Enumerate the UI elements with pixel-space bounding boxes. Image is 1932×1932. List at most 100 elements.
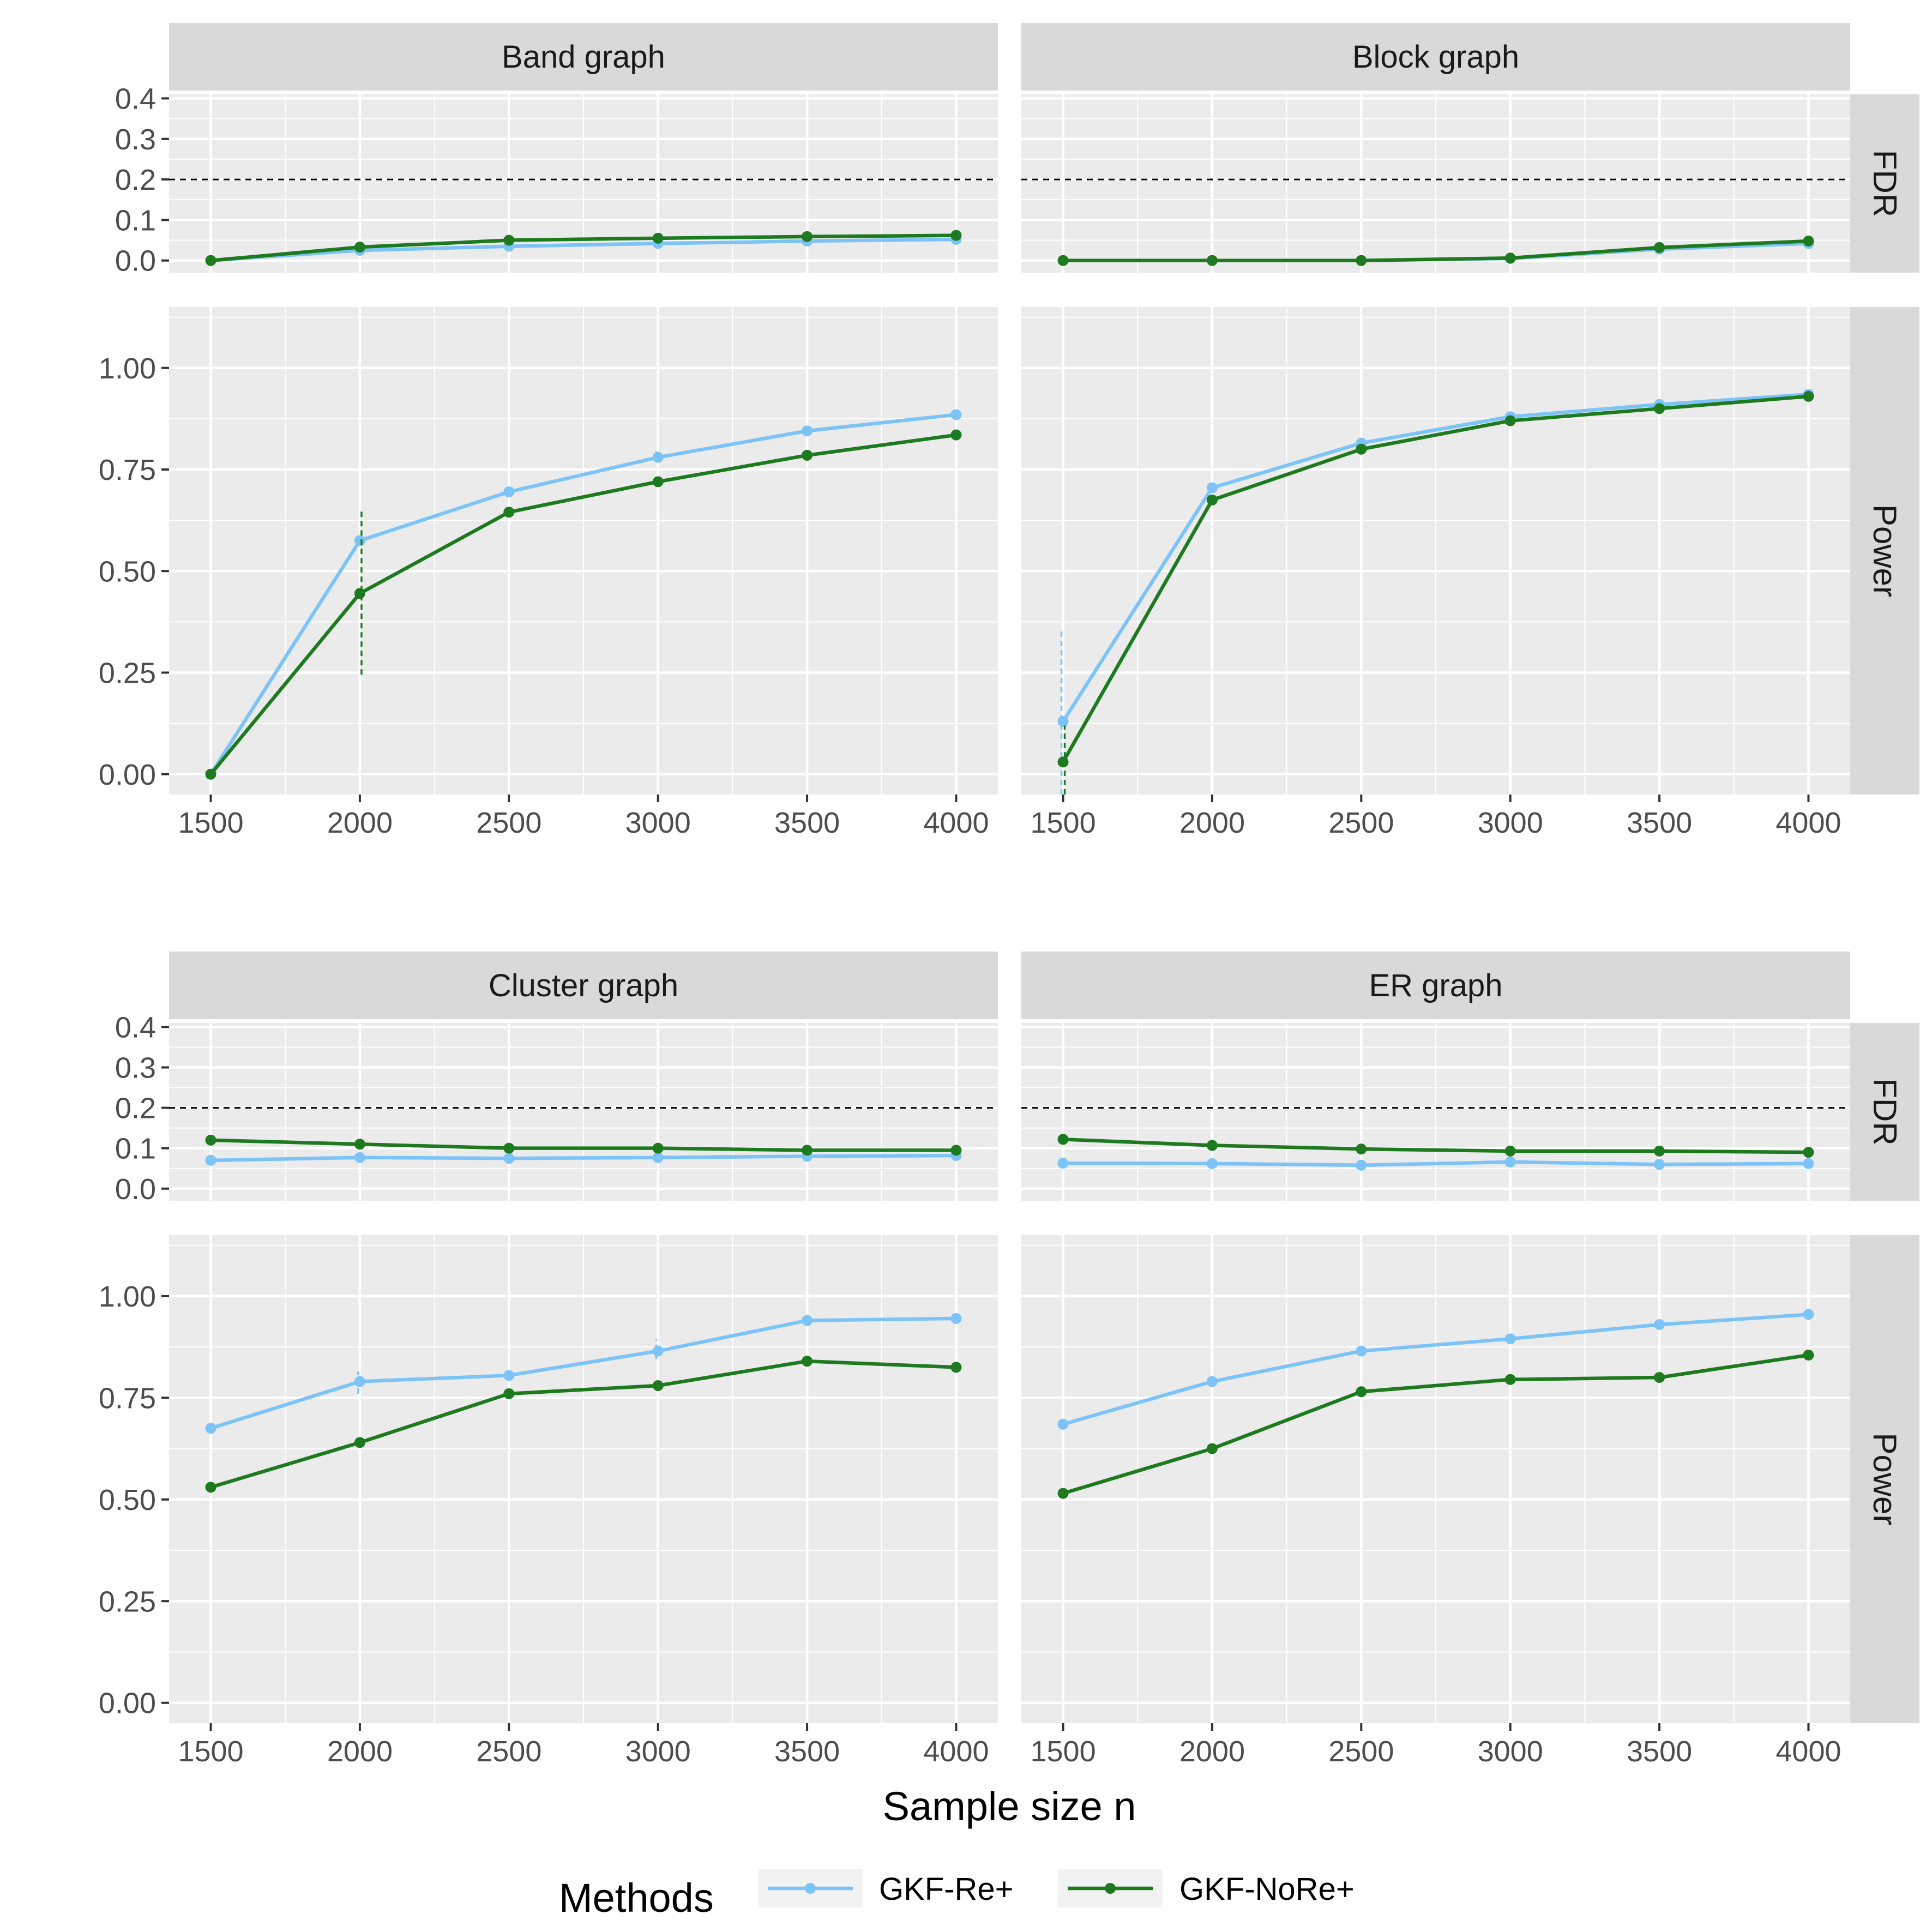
data-point-gkf-re xyxy=(1206,482,1218,493)
data-point-gkf-re xyxy=(503,1153,515,1164)
data-point-gkf-nore xyxy=(652,1142,664,1154)
data-point-gkf-re xyxy=(1057,1418,1069,1430)
fdr-subpanel: FDR xyxy=(1021,1023,1919,1201)
data-point-gkf-nore xyxy=(354,588,365,599)
panel-band-graph: Band graph 0.0 0.1 0.2 0.3 0.4 0.00 0.25 0.50 0.7… xyxy=(99,23,998,839)
series-line-gkf-nore xyxy=(1061,394,1809,763)
y-tick-label: 0.3 xyxy=(115,123,156,156)
data-point-gkf-re xyxy=(652,1152,664,1163)
data-point-gkf-re xyxy=(1356,1345,1367,1357)
y-tick-label: 0.3 xyxy=(115,1052,156,1085)
y-tick-label: 0.00 xyxy=(99,759,156,791)
data-point-gkf-nore xyxy=(354,1139,365,1150)
y-tick-label: 0.25 xyxy=(99,657,156,690)
x-tick-label: 2500 xyxy=(476,806,541,839)
x-tick-label: 3000 xyxy=(1478,1735,1543,1768)
data-point-gkf-re xyxy=(1654,1159,1665,1170)
data-point-gkf-re xyxy=(503,1370,515,1381)
y-tick-label: 0.50 xyxy=(99,555,156,588)
y-tick-label: 0.75 xyxy=(99,1382,156,1415)
data-point-gkf-nore xyxy=(1803,236,1814,247)
y-tick-label: 0.50 xyxy=(99,1484,156,1516)
series-line-gkf-nore xyxy=(210,233,956,262)
data-point-gkf-nore xyxy=(205,768,216,780)
data-point-gkf-re xyxy=(652,452,664,463)
y-tick-label: 0.1 xyxy=(115,204,156,237)
data-point-gkf-nore xyxy=(1057,255,1069,266)
data-point-gkf-re xyxy=(205,1154,216,1166)
x-tick-label: 1500 xyxy=(1030,1735,1096,1768)
x-tick-label: 2000 xyxy=(327,1735,393,1768)
y-tick-label: 0.75 xyxy=(99,454,156,486)
y-tick-label: 0.25 xyxy=(99,1585,156,1618)
row-strip-label: Power xyxy=(1867,1433,1903,1525)
data-point-gkf-nore xyxy=(1356,255,1367,266)
data-point-gkf-nore xyxy=(1654,1145,1665,1157)
data-point-gkf-nore xyxy=(950,429,962,441)
data-point-gkf-re xyxy=(950,409,962,420)
x-tick-label: 3000 xyxy=(625,1735,691,1768)
x-tick-label: 2000 xyxy=(1179,1735,1245,1768)
data-point-gkf-nore xyxy=(950,1145,962,1156)
y-tick-label: 0.4 xyxy=(115,1011,156,1044)
x-tick-label: 1500 xyxy=(178,806,243,839)
facet-strip xyxy=(169,23,998,91)
y-tick-label: 1.00 xyxy=(99,1280,156,1313)
x-tick-label: 3500 xyxy=(774,1735,840,1768)
series-line-gkf-re xyxy=(209,413,956,775)
data-point-gkf-nore xyxy=(1504,252,1516,264)
data-point-gkf-nore xyxy=(802,1356,813,1367)
data-point-gkf-nore xyxy=(1356,1386,1367,1398)
data-point-gkf-nore xyxy=(1206,1443,1218,1454)
power-subpanel: 0.00 0.25 0.50 0.75 1.00 xyxy=(99,1235,998,1723)
data-point-gkf-nore xyxy=(652,1380,664,1391)
series-line-gkf-re xyxy=(1063,1160,1809,1167)
x-tick-label: 4000 xyxy=(1775,1735,1841,1768)
data-point-gkf-nore xyxy=(1206,494,1218,505)
data-point-gkf-nore xyxy=(1057,1134,1069,1145)
data-point-gkf-re xyxy=(802,1315,813,1326)
data-point-gkf-nore xyxy=(1803,1147,1814,1158)
data-point-gkf-nore xyxy=(205,255,216,266)
data-point-gkf-re xyxy=(652,1345,664,1357)
data-point-gkf-nore xyxy=(1803,1350,1814,1361)
power-subpanel: 0.00 0.25 0.50 0.75 1.00 xyxy=(99,307,998,795)
x-tick-label: 4000 xyxy=(1775,806,1841,839)
y-tick-label: 1.00 xyxy=(99,352,156,385)
data-point-gkf-nore xyxy=(950,230,962,241)
data-point-gkf-re xyxy=(1356,1159,1367,1171)
facet-title: Cluster graph xyxy=(489,968,678,1003)
legend-label: GKF-Re+ xyxy=(879,1871,1014,1907)
row-strip xyxy=(1850,1023,1919,1201)
row-strip-label: FDR xyxy=(1867,1078,1903,1145)
facet-strip xyxy=(1021,952,1850,1019)
x-tick-label: 2000 xyxy=(1179,806,1245,839)
data-point-gkf-re xyxy=(354,1376,365,1387)
data-point-gkf-re xyxy=(205,1423,216,1434)
data-point-gkf-nore xyxy=(503,1388,515,1399)
series-line-gkf-re xyxy=(210,1316,956,1430)
legend-label: GKF-NoRe+ xyxy=(1179,1871,1355,1907)
x-tick-label: 2500 xyxy=(1328,1735,1394,1768)
facet-title: Block graph xyxy=(1352,39,1519,75)
data-point-gkf-nore xyxy=(503,1142,515,1154)
x-tick-label: 2500 xyxy=(1328,806,1394,839)
series-line-gkf-re xyxy=(210,237,956,262)
x-tick-label: 1500 xyxy=(178,1735,243,1768)
series-line-gkf-nore xyxy=(1062,1353,1809,1495)
series-line-gkf-re xyxy=(1061,392,1809,723)
power-subpanel: Power xyxy=(1021,1235,1919,1723)
series-line-gkf-nore xyxy=(210,1138,956,1152)
x-tick-label: 3500 xyxy=(1627,806,1692,839)
facet-title: ER graph xyxy=(1369,968,1502,1003)
data-point-gkf-nore xyxy=(652,232,664,244)
data-point-gkf-nore xyxy=(1504,1374,1516,1385)
row-strip-label: FDR xyxy=(1867,150,1903,217)
fdr-subpanel: FDR xyxy=(1021,94,1919,273)
series-line-gkf-nore xyxy=(209,433,956,775)
data-point-gkf-re xyxy=(354,1152,365,1163)
y-tick-label: 0.2 xyxy=(115,164,156,196)
data-point-gkf-nore xyxy=(1654,1372,1665,1383)
data-point-gkf-nore xyxy=(205,1134,216,1146)
